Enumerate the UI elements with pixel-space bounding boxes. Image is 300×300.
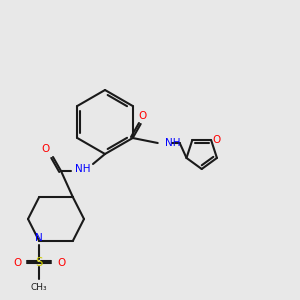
Text: O: O (212, 135, 220, 145)
Text: CH₃: CH₃ (31, 283, 47, 292)
Text: O: O (13, 258, 21, 268)
Text: O: O (57, 258, 65, 268)
Text: NH: NH (75, 164, 91, 174)
Text: S: S (35, 256, 43, 269)
Text: NH: NH (165, 138, 180, 148)
Text: O: O (139, 111, 147, 121)
Text: N: N (35, 233, 43, 243)
Text: O: O (41, 144, 49, 154)
